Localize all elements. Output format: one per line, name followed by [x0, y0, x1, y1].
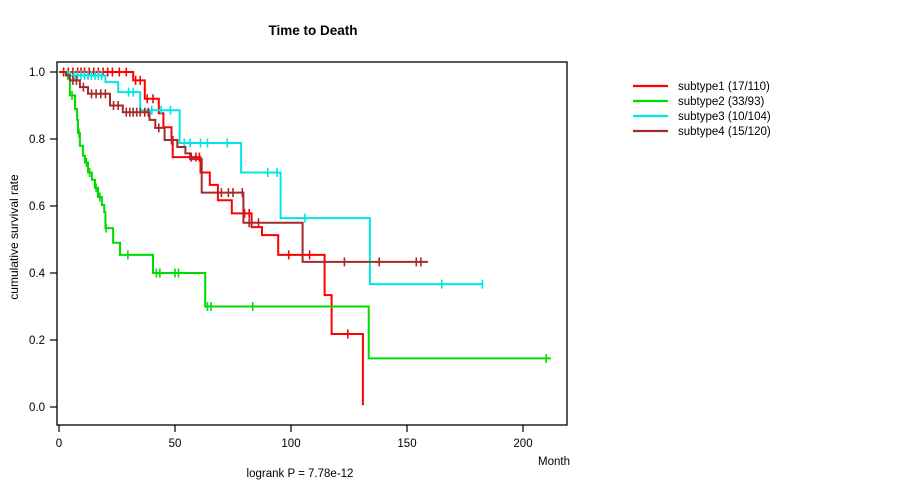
survival-curve-3	[59, 71, 484, 286]
x-axis-ticks: 0 50 100 150 200	[56, 425, 533, 450]
y-tick-label: 1.0	[29, 67, 45, 79]
x-tick-label: 50	[169, 438, 182, 450]
censor-ticks-2	[71, 90, 548, 363]
plot-frame	[56, 61, 568, 426]
chart-title: Time to Death	[268, 23, 358, 38]
x-axis-label: Month	[538, 456, 570, 468]
y-tick-label: 0.0	[29, 402, 45, 414]
censor-ticks-3	[73, 70, 484, 289]
y-tick-label: 0.4	[29, 268, 46, 280]
survival-curve-4	[59, 71, 428, 263]
censor-ticks-4	[72, 75, 422, 267]
y-tick-label: 0.2	[29, 335, 45, 347]
legend-label: subtype1 (17/110)	[678, 81, 770, 93]
legend-item-4: subtype4 (15/120)	[633, 126, 771, 138]
survival-curve-1	[59, 71, 364, 406]
legend-item-3: subtype3 (10/104)	[633, 111, 771, 123]
x-tick-label: 0	[56, 438, 62, 450]
logrank-pvalue: logrank P = 7.78e-12	[246, 468, 354, 480]
y-tick-label: 0.6	[29, 201, 45, 213]
legend-item-2: subtype2 (33/93)	[633, 96, 764, 108]
y-axis-label: cumulative survival rate	[7, 174, 21, 300]
survival-curve-2	[59, 71, 551, 360]
legend-label: subtype4 (15/120)	[678, 126, 771, 138]
y-axis-ticks: 0.0 0.2 0.4 0.6 0.8 1.0	[29, 67, 57, 414]
x-tick-label: 100	[281, 438, 300, 450]
legend-item-1: subtype1 (17/110)	[633, 81, 770, 93]
x-tick-label: 150	[397, 438, 416, 450]
y-tick-label: 0.8	[29, 134, 45, 146]
x-tick-label: 200	[513, 438, 532, 450]
legend-label: subtype2 (33/93)	[678, 96, 764, 108]
legend-label: subtype3 (10/104)	[678, 111, 771, 123]
